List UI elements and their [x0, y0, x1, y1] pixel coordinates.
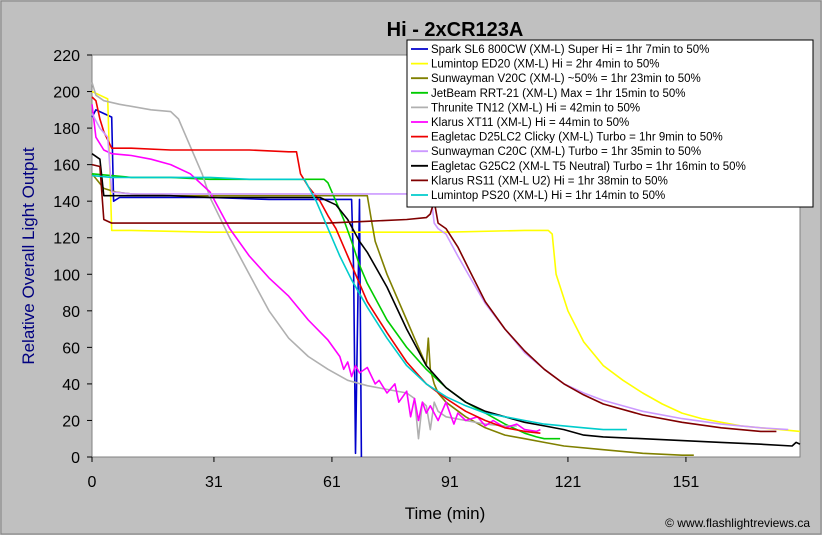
legend: Spark SL6 800CW (XM-L) Super Hi = 1hr 7m… — [406, 39, 814, 208]
legend-label: Sunwayman C20C (XM-L) Turbo = 1hr 35min … — [431, 146, 701, 158]
x-tick-label: 31 — [205, 474, 223, 491]
legend-label: Klarus RS11 (XM-L U2) Hi = 1hr 38min to … — [431, 175, 668, 187]
series-line-7 — [91, 96, 541, 434]
y-tick-label: 180 — [53, 121, 80, 138]
chart-title: Hi - 2xCR123A — [387, 19, 524, 41]
y-axis: 0 20 40 60 80 100 120 140 160 180 200 220 — [53, 48, 92, 467]
legend-label: JetBeam RRT-21 (XM-L) Max = 1hr 15min to… — [431, 88, 685, 100]
x-tick-label: 91 — [441, 474, 459, 491]
y-tick-label: 40 — [62, 377, 80, 394]
legend-label: Eagletac G25C2 (XM-L T5 Neutral) Turbo =… — [431, 161, 746, 173]
y-tick-label: 0 — [71, 450, 80, 467]
series-line-6 — [91, 104, 541, 433]
x-axis: 0 31 61 91 121 151 — [88, 457, 700, 491]
series-line-3 — [91, 173, 694, 457]
y-tick-label: 220 — [53, 48, 80, 65]
series-line-8 — [91, 113, 789, 431]
y-tick-label: 140 — [53, 194, 80, 211]
series-line-5 — [91, 82, 517, 440]
x-tick-label: 151 — [673, 474, 700, 491]
series-line-11 — [91, 174, 627, 431]
credit-text: © www.flashlightreviews.ca — [665, 516, 810, 530]
legend-box — [406, 39, 814, 208]
legend-label: Thrunite TN12 (XM-L) Hi = 42min to 50% — [431, 102, 640, 114]
legend-label: Spark SL6 800CW (XM-L) Super Hi = 1hr 7m… — [431, 44, 709, 56]
y-tick-label: 160 — [53, 158, 80, 175]
y-tick-label: 120 — [53, 231, 80, 248]
y-tick-label: 200 — [53, 85, 80, 102]
y-axis-label: Relative Overall Light Output — [19, 147, 38, 365]
legend-label: Eagletac D25LC2 Clicky (XM-L) Turbo = 1h… — [431, 132, 723, 144]
legend-label: Klarus XT11 (XM-L) Hi = 44min to 50% — [431, 117, 629, 129]
series-lines — [91, 82, 801, 458]
x-tick-label: 61 — [323, 474, 341, 491]
x-tick-label: 121 — [555, 474, 582, 491]
legend-label: Lumintop ED20 (XM-L) Hi = 2hr 4min to 50… — [431, 59, 660, 71]
y-tick-label: 20 — [62, 413, 80, 430]
series-line-2 — [91, 90, 801, 433]
x-tick-label: 0 — [88, 474, 97, 491]
legend-label: Lumintop PS20 (XM-L) Hi = 1hr 14min to 5… — [431, 190, 665, 202]
y-tick-label: 60 — [62, 340, 80, 357]
y-tick-label: 80 — [62, 304, 80, 321]
legend-label: Sunwayman V20C (XM-L) ~50% = 1hr 23min t… — [431, 73, 701, 85]
y-tick-label: 100 — [53, 267, 80, 284]
x-axis-label: Time (min) — [405, 504, 486, 523]
series-line-10 — [91, 163, 777, 433]
series-line-9 — [91, 153, 801, 447]
